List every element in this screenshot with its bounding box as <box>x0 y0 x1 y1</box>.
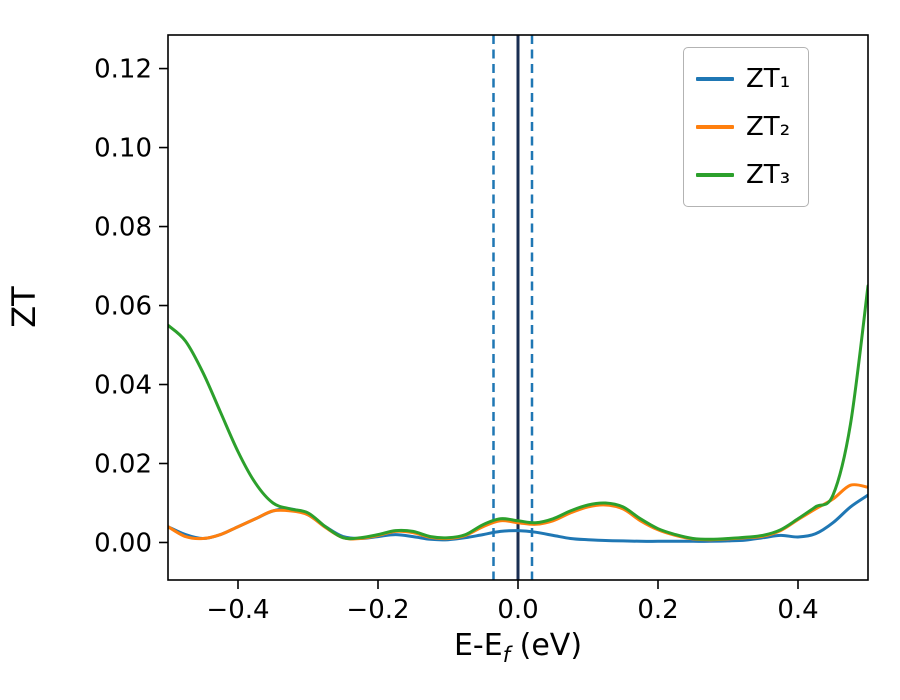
legend-line-zt2-icon <box>696 125 734 129</box>
x-tick-label: −0.2 <box>346 595 409 625</box>
legend: ZT₁ ZT₂ ZT₃ <box>683 47 810 207</box>
legend-label-zt3: ZT₃ <box>746 160 791 190</box>
legend-item-zt1: ZT₁ <box>696 56 790 102</box>
y-tick-label: 0.12 <box>94 55 152 85</box>
series-line-zt3 <box>168 284 868 541</box>
legend-line-zt1-icon <box>696 77 734 81</box>
y-tick-label: 0.08 <box>94 213 152 243</box>
x-tick-label: −0.4 <box>206 595 269 625</box>
y-tick-label: 0.10 <box>94 134 152 164</box>
legend-item-zt2: ZT₂ <box>696 104 790 150</box>
x-tick-label: 0.2 <box>637 595 678 625</box>
legend-line-zt3-icon <box>696 173 734 177</box>
legend-label-zt1: ZT₁ <box>746 64 791 94</box>
y-tick-label: 0.02 <box>94 449 152 479</box>
y-tick-label: 0.06 <box>94 292 152 322</box>
x-axis-label-rest: (eV) <box>510 628 583 663</box>
legend-item-zt3: ZT₃ <box>696 152 790 198</box>
y-axis-label: ZT <box>5 286 43 328</box>
x-axis-label: E-Ef (eV) <box>168 628 868 667</box>
x-tick-label: 0.0 <box>497 595 538 625</box>
y-tick-label: 0.04 <box>94 371 152 401</box>
x-axis-label-sub: f <box>502 643 511 667</box>
x-axis-label-main: E-E <box>453 628 503 663</box>
x-tick-label: 0.4 <box>777 595 818 625</box>
legend-label-zt2: ZT₂ <box>746 112 791 142</box>
y-tick-label: 0.00 <box>94 528 152 558</box>
